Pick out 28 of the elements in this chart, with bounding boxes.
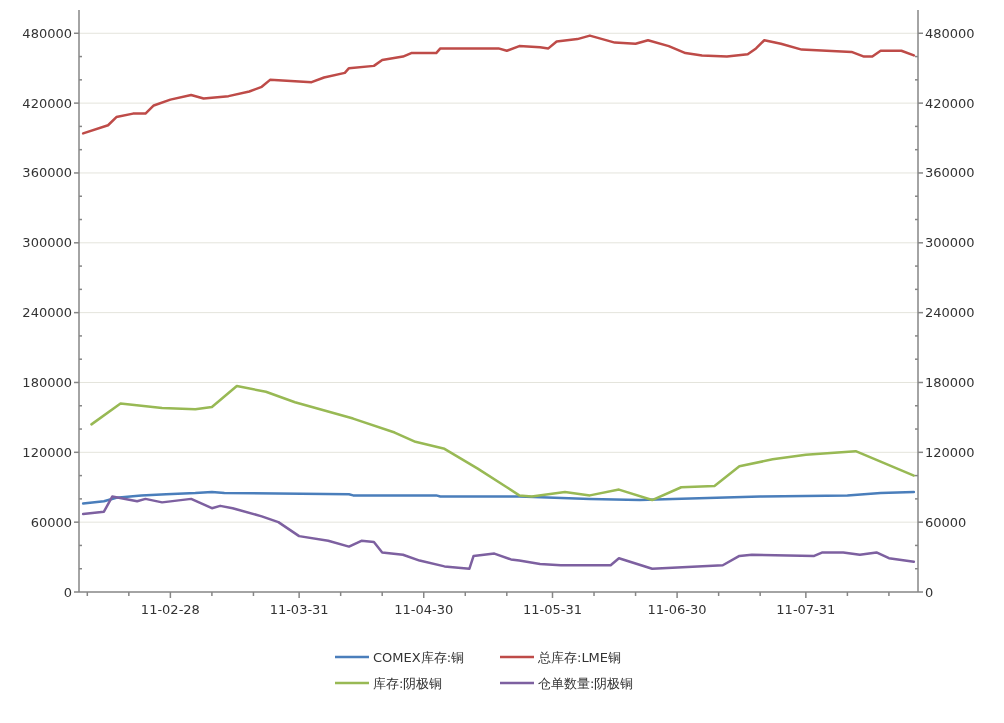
y-tick-label: 480000 xyxy=(22,25,72,41)
x-tick-label: 11-07-31 xyxy=(776,602,836,617)
y-tick-label: 180000 xyxy=(22,374,72,390)
y-tick-label: 120000 xyxy=(22,444,72,460)
legend-label: 库存:阴极铜 xyxy=(373,676,443,691)
y2-tick-label: 420000 xyxy=(925,95,975,111)
y2-tick-label: 60000 xyxy=(925,514,967,530)
x-tick-label: 11-03-31 xyxy=(269,602,329,617)
x-tick-label: 11-06-30 xyxy=(647,602,707,617)
y-tick-label: 300000 xyxy=(22,235,72,251)
y2-tick-label: 480000 xyxy=(925,25,975,41)
x-tick-label: 11-02-28 xyxy=(140,602,200,617)
y-tick-label: 60000 xyxy=(30,514,72,530)
y2-tick-label: 180000 xyxy=(925,374,975,390)
legend-label: 总库存:LME铜 xyxy=(537,650,622,665)
y2-tick-label: 240000 xyxy=(925,305,975,321)
y2-tick-label: 360000 xyxy=(925,165,975,181)
x-tick-label: 11-04-30 xyxy=(394,602,454,617)
y2-tick-label: 120000 xyxy=(925,444,975,460)
y2-tick-label: 300000 xyxy=(925,235,975,251)
y-tick-label: 0 xyxy=(63,584,72,600)
y2-tick-label: 0 xyxy=(925,584,934,600)
y-tick-label: 420000 xyxy=(22,95,72,111)
y-tick-label: 240000 xyxy=(22,305,72,321)
legend-label: COMEX库存:铜 xyxy=(373,650,465,665)
legend-label: 仓单数量:阴极铜 xyxy=(538,676,634,691)
x-tick-label: 11-05-31 xyxy=(522,602,582,617)
y-tick-label: 360000 xyxy=(22,165,72,181)
